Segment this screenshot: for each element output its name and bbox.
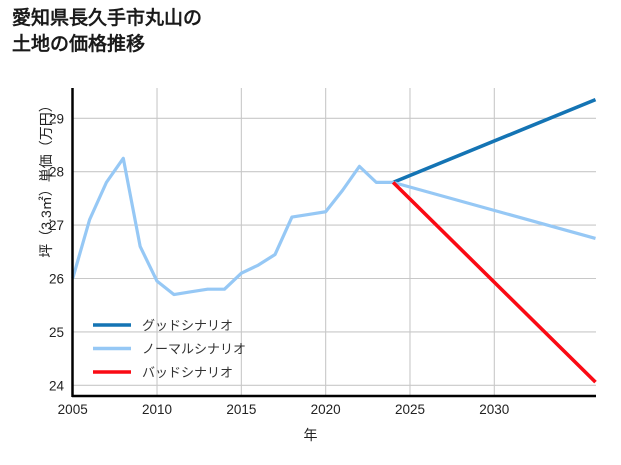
y-tick-label: 26: [49, 272, 64, 287]
data-series-group: [71, 97, 597, 384]
legend-label: グッドシナリオ: [142, 318, 233, 333]
x-axis-ticks: 2005 2010 2015 2020 2025 2030: [58, 402, 510, 417]
legend-label: バッドシナリオ: [142, 365, 233, 380]
legend-label: ノーマルシナリオ: [142, 342, 246, 357]
series-line: [71, 156, 596, 297]
y-tick-label: 29: [49, 111, 64, 126]
x-tick-label: 2025: [395, 402, 425, 417]
y-axis-ticks: 24 25 26 27 28 29: [49, 111, 65, 393]
y-tick-label: 25: [49, 325, 64, 340]
x-tick-label: 2030: [479, 402, 509, 417]
x-tick-label: 2020: [311, 402, 341, 417]
series-line: [391, 181, 597, 384]
series-line: [392, 97, 597, 185]
x-tick-label: 2015: [226, 402, 256, 417]
x-axis-label: 年: [303, 427, 318, 443]
y-tick-label: 28: [49, 165, 64, 180]
y-tick-label: 27: [49, 218, 64, 233]
x-tick-label: 2010: [142, 402, 172, 417]
y-tick-label: 24: [49, 378, 65, 393]
chart-title: 愛知県長久手市丸山の 土地の価格推移: [12, 8, 203, 55]
x-tick-label: 2005: [58, 402, 88, 417]
